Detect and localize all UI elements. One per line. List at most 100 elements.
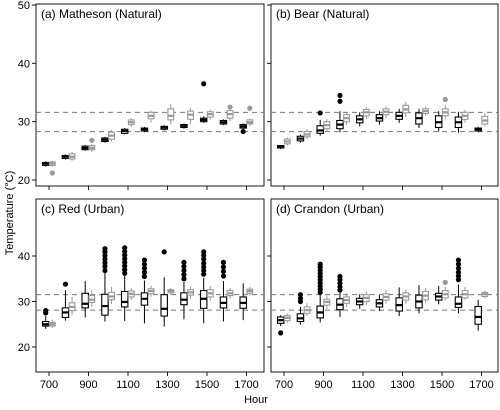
outlier-point	[220, 273, 227, 279]
outlier-point	[122, 252, 128, 258]
outlier-point	[442, 96, 448, 103]
outlier-point	[141, 273, 148, 280]
outlier-point	[297, 295, 304, 301]
y-tick-label: 30	[18, 117, 30, 129]
outlier-point	[181, 263, 187, 270]
panel-frame	[35, 3, 265, 187]
x-tick-label: 1100	[116, 379, 140, 391]
outlier-point	[102, 246, 108, 252]
outlier-point	[141, 269, 148, 275]
x-tick-label: 900	[314, 379, 332, 391]
outlier-point	[122, 263, 128, 269]
outlier-point	[141, 265, 148, 271]
x-tick-label: 1500	[195, 379, 219, 391]
outlier-point	[337, 284, 343, 290]
outlier-point	[455, 261, 462, 267]
box	[167, 108, 175, 121]
y-tick-label: 20	[18, 175, 30, 187]
x-tick-label: 1700	[469, 379, 493, 391]
outlier-point	[89, 137, 95, 143]
outlier-point	[141, 261, 148, 267]
outlier-point	[201, 271, 207, 277]
box	[101, 293, 109, 316]
panel-label: (a) Matheson (Natural)	[41, 7, 162, 21]
outlier-point	[122, 270, 128, 276]
outlier-point	[201, 81, 207, 87]
outlier-point	[201, 267, 207, 274]
y-tick-label: 50	[18, 0, 30, 12]
outlier-point	[122, 259, 128, 265]
outlier-point	[278, 330, 284, 336]
outlier-point	[201, 256, 207, 262]
outlier-point	[181, 276, 187, 282]
outlier-point	[161, 249, 167, 255]
outlier-point	[201, 249, 207, 255]
outlier-point	[181, 259, 187, 265]
x-tick-label: 1300	[155, 379, 179, 391]
box	[454, 296, 463, 308]
x-tick-label: 1700	[234, 379, 258, 391]
outlier-point	[102, 267, 108, 274]
outlier-point	[317, 261, 323, 267]
y-tick-label: 40	[18, 251, 30, 263]
outlier-point	[62, 281, 69, 287]
outlier-point	[240, 128, 246, 135]
panel-b: (b) Bear (Natural)	[267, 3, 499, 190]
outlier-point	[43, 308, 49, 314]
outlier-point	[455, 269, 462, 275]
outlier-point	[220, 268, 227, 275]
outlier-point	[455, 265, 462, 271]
panel-label: (d) Crandon (Urban)	[276, 202, 384, 216]
outlier-point	[201, 260, 207, 266]
panel-c: 20 30 40 700 900 1100 1300 1500 1700 (c) Red (Urb…	[18, 198, 265, 391]
outlier-point	[337, 98, 343, 104]
x-axis-label: Hour	[244, 394, 268, 406]
box	[160, 294, 168, 317]
x-tick-label: 900	[79, 379, 97, 391]
panel-label: (b) Bear (Natural)	[276, 7, 369, 21]
outlier-point	[102, 252, 108, 259]
outlier-point	[337, 280, 343, 286]
outlier-point	[227, 104, 233, 110]
outlier-point	[141, 257, 148, 263]
outlier-point	[102, 260, 108, 266]
y-tick-label: 40	[18, 58, 30, 70]
panel-d: 700 900 1100 1300 1500 1700 (d) Crandon (Urban…	[267, 198, 499, 391]
x-tick-label: 1100	[351, 379, 375, 391]
outlier-point	[122, 267, 128, 273]
outlier-point	[122, 256, 128, 262]
box	[81, 292, 89, 309]
outlier-point	[317, 110, 323, 116]
box	[474, 305, 482, 325]
outlier-point	[122, 248, 128, 255]
x-tick-label: 700	[40, 379, 58, 391]
outlier-point	[337, 92, 343, 99]
outlier-point	[220, 264, 227, 270]
y-tick-label: 30	[18, 297, 30, 309]
outlier-point	[181, 272, 187, 278]
outlier-point	[455, 277, 462, 283]
y-axis-label: Temperature (°C)	[4, 171, 16, 255]
panel-label: (c) Red (Urban)	[41, 202, 124, 216]
outlier-point	[181, 267, 187, 274]
outlier-point	[337, 273, 343, 280]
outlier-point	[220, 259, 227, 265]
panel-frame	[270, 198, 499, 373]
outlier-point	[455, 257, 462, 263]
x-tick-label: 1300	[390, 379, 414, 391]
x-tick-label: 700	[275, 379, 293, 391]
outlier-point	[297, 292, 304, 298]
outlier-point	[442, 279, 448, 285]
outlier-point	[201, 264, 207, 270]
panel-a: 20 30 40 50 (a) Matheson (Natural)	[18, 0, 265, 190]
panel-frame	[35, 198, 265, 373]
outlier-point	[102, 256, 108, 262]
outlier-point	[455, 273, 462, 279]
panel-frame	[270, 3, 499, 187]
x-tick-label: 1500	[430, 379, 454, 391]
outlier-point	[49, 170, 55, 176]
outlier-point	[247, 105, 253, 111]
box	[120, 290, 129, 308]
outlier-point	[102, 263, 108, 270]
